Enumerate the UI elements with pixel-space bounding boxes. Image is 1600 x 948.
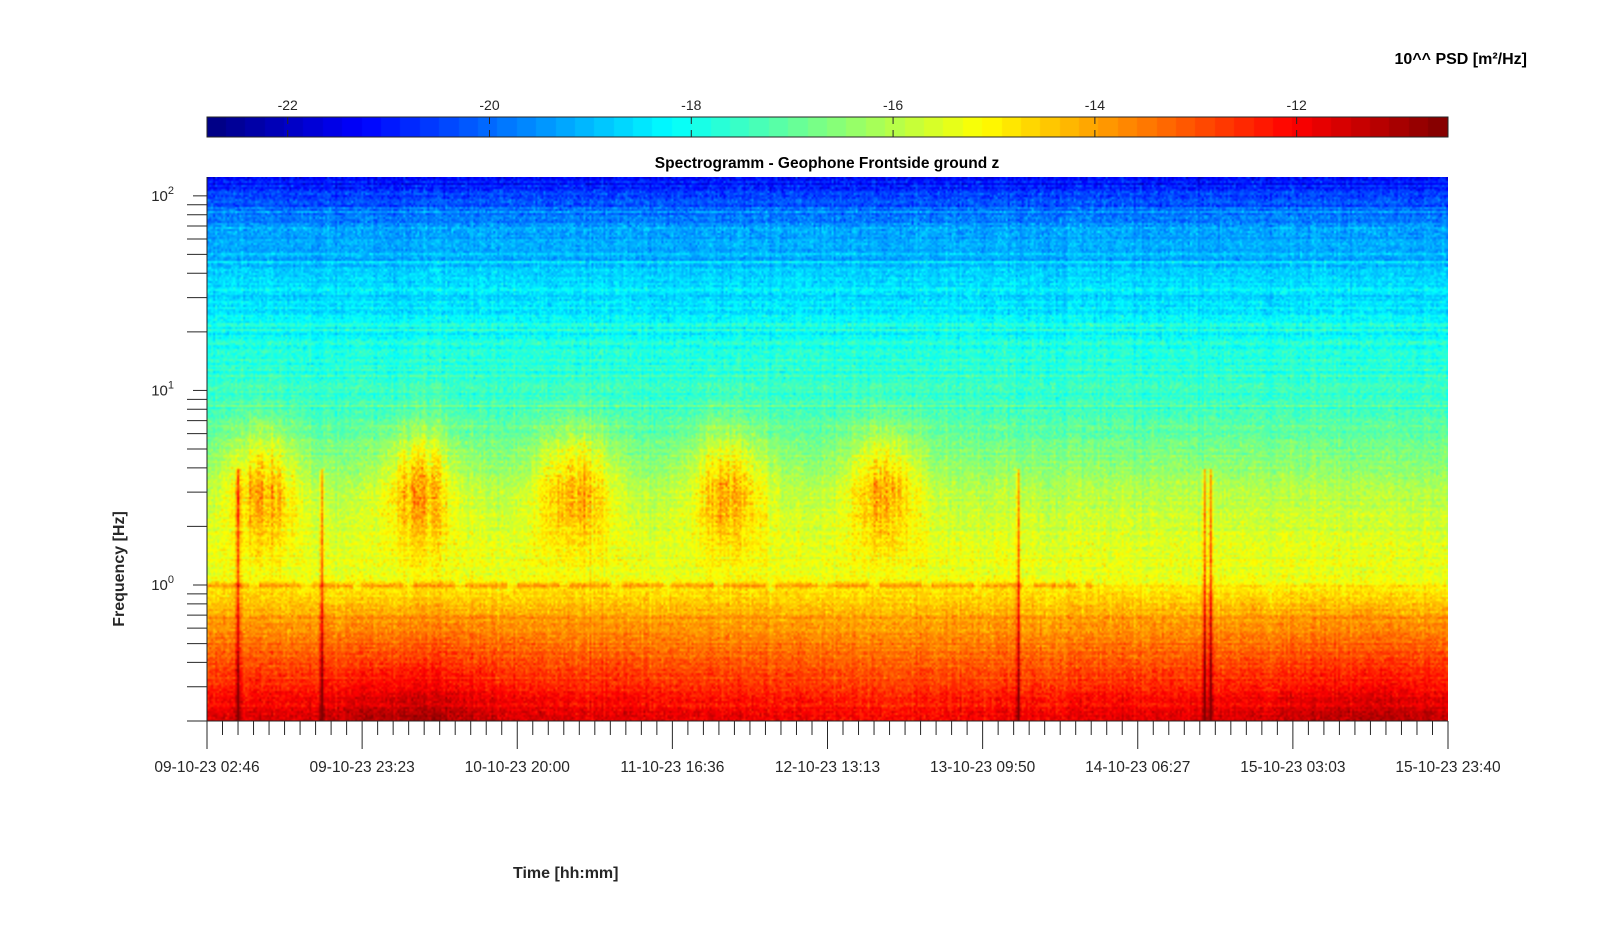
x-axis: 09-10-23 02:46 09-10-23 23:23 10-10-23 20:…: [154, 720, 1501, 776]
x-tick-label: 13-10-23 09:50: [930, 759, 1036, 776]
colorbar-tick-label: -22: [278, 97, 298, 113]
x-tick-label: 15-10-23 03:03: [1240, 759, 1345, 776]
x-axis-label: Time [hh:mm]: [513, 865, 619, 882]
colorbar-gradient: [207, 117, 1448, 137]
colorbar-tick-label: -20: [479, 97, 499, 113]
x-tick-label: 12-10-23 13:13: [775, 759, 880, 776]
x-tick-label: 10-10-23 20:00: [465, 759, 571, 776]
x-tick-label: 14-10-23 06:27: [1085, 759, 1190, 776]
colorbar-tick-label: -12: [1287, 97, 1307, 113]
colorbar-label: 10^^ PSD [m²/Hz]: [1394, 51, 1527, 68]
y-axis-label: Frequency [Hz]: [111, 511, 128, 627]
y-axis: 100 101 102: [151, 177, 208, 722]
y-tick-label: 101: [151, 379, 174, 399]
y-tick-label: 102: [151, 185, 174, 205]
colorbar-frame: [206, 116, 1449, 138]
y-tick-label: 100: [151, 574, 174, 594]
colorbar-tick-label: -18: [681, 97, 701, 113]
x-tick-label: 15-10-23 23:40: [1395, 759, 1501, 776]
colorbar-tick-label: -14: [1085, 97, 1105, 113]
x-tick-label: 09-10-23 23:23: [310, 759, 415, 776]
spectrogram-heatmap: [207, 177, 1448, 721]
x-tick-label: 09-10-23 02:46: [154, 759, 259, 776]
colorbar: -22 -20 -18 -16 -14 -12: [206, 97, 1449, 138]
colorbar-tick-label: -16: [883, 97, 903, 113]
x-tick-label: 11-10-23 16:36: [620, 759, 724, 776]
chart-title: Spectrogramm - Geophone Frontside ground…: [655, 155, 1000, 172]
